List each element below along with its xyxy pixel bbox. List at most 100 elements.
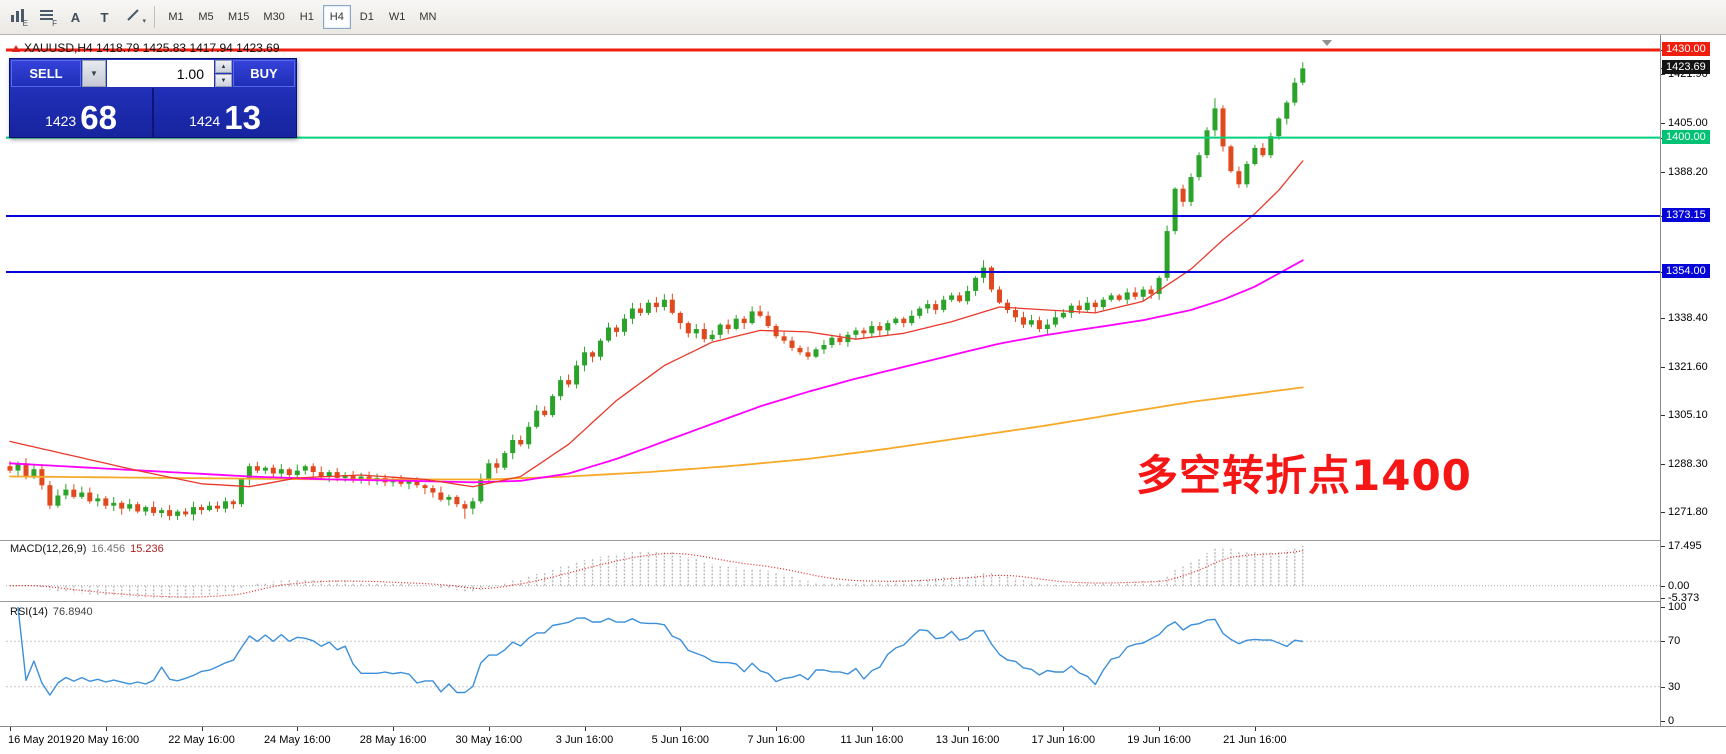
candle-body (446, 496, 452, 500)
buy-button[interactable]: BUY (233, 60, 295, 87)
text-box-tool-button[interactable]: T (91, 4, 118, 30)
candle-body (861, 330, 867, 334)
candle-body (598, 340, 603, 357)
candle-body (606, 327, 611, 341)
candle-body (143, 507, 149, 512)
candle-body (821, 345, 827, 350)
rsi-axis-label: 0 (1668, 715, 1675, 727)
quotes-grid-button[interactable]: F (33, 4, 60, 30)
axis-tick-mark (1661, 172, 1665, 174)
candle-body (462, 504, 468, 509)
macd-axis-label: -5.373 (1668, 592, 1700, 604)
chart-canvas[interactable] (0, 35, 1726, 754)
candle-body (223, 501, 228, 509)
timeframe-button-m1[interactable]: M1 (162, 5, 190, 29)
candle-body (278, 469, 284, 474)
candle-body (478, 479, 484, 502)
volume-increase-button[interactable]: ▲ (215, 60, 232, 73)
candle-body (590, 352, 595, 357)
volume-input[interactable]: 1.00 (107, 60, 214, 87)
time-axis-label: 30 May 16:00 (455, 734, 523, 746)
time-axis-tick (776, 727, 778, 731)
timeframe-button-m5[interactable]: M5 (192, 5, 220, 29)
candle-body (997, 289, 1002, 303)
candle-body (1156, 277, 1162, 294)
time-axis-label: 21 Jun 16:00 (1223, 734, 1287, 746)
buy-price-display: 1424 13 (154, 88, 296, 137)
candle-body (342, 475, 348, 478)
sell-button[interactable]: SELL (11, 60, 81, 87)
macd-signal-line (9, 550, 1303, 598)
candle-body (294, 470, 300, 475)
candle-body (23, 463, 29, 477)
text-label-tool-button[interactable]: A (62, 4, 89, 30)
price-tick-label: 1288.30 (1668, 457, 1708, 470)
rsi-axis-label: 30 (1668, 680, 1681, 693)
timeframe-button-m30[interactable]: M30 (257, 5, 290, 29)
sell-price-display: 1423 68 (10, 88, 152, 137)
chart-window-icon-sub-letter: E (22, 19, 28, 28)
candle-body (1196, 155, 1202, 178)
ma-line-slow (9, 386, 1304, 481)
candle-body (310, 466, 316, 472)
candle-body (135, 504, 141, 512)
candle-body (518, 440, 524, 445)
candle-body (87, 492, 93, 502)
macd-axis-label: 17.495 (1668, 540, 1702, 552)
candle-body (262, 467, 268, 471)
timeframe-button-w1[interactable]: W1 (383, 5, 412, 29)
candle-body (853, 330, 859, 335)
time-axis-label: 19 Jun 16:00 (1127, 734, 1191, 746)
volume-dropdown-button[interactable]: ▼ (82, 60, 106, 87)
timeframe-button-mn[interactable]: MN (413, 5, 442, 29)
ma-line-fast (9, 160, 1304, 488)
candle-body (159, 510, 165, 513)
candle-body (414, 480, 420, 486)
price-tick-label: 1321.60 (1668, 360, 1708, 373)
toolbar: E F A T ▾ M1 M5 M15 M30 H1 H4 D1 W1 MN (0, 0, 1726, 35)
candle-body (71, 489, 77, 497)
candle-body (685, 323, 691, 334)
candle-body (558, 380, 564, 397)
candle-body (869, 326, 875, 334)
chart-window-button[interactable]: E (4, 4, 31, 30)
trendline-tool-button[interactable]: ▾ (120, 4, 147, 30)
candle-body (438, 492, 444, 500)
candle-body (175, 511, 181, 516)
pane-separator[interactable] (0, 601, 1726, 602)
pane-separator[interactable] (0, 540, 1726, 541)
time-axis-tick (1159, 727, 1161, 731)
price-axis[interactable]: 1421.901405.001388.201338.401321.601305.… (1661, 35, 1726, 727)
candle-body (781, 336, 787, 341)
timeframe-button-d1[interactable]: D1 (353, 5, 381, 29)
candle-body (877, 326, 883, 331)
current-price-label: 1423.69 (1662, 60, 1710, 75)
timeframe-button-h1[interactable]: H1 (293, 5, 321, 29)
resistance-line-label: 1430.00 (1662, 42, 1710, 56)
candle-body (1100, 299, 1106, 307)
candle-body (741, 318, 747, 324)
candle-body (207, 505, 212, 511)
buy-price-small-digits: 1424 (189, 113, 221, 129)
time-axis[interactable]: 16 May 2019 20 May 16:00 22 May 16:00 24 Ma… (0, 726, 1726, 754)
timeframe-button-m15[interactable]: M15 (222, 5, 255, 29)
quotes-grid-icon-sub-letter: F (52, 19, 57, 28)
candle-body (1140, 289, 1146, 297)
volume-decrease-button[interactable]: ▼ (215, 74, 232, 87)
time-axis-label: 17 Jun 16:00 (1031, 734, 1096, 746)
price-tick-label: 1388.20 (1668, 166, 1708, 179)
time-axis-label: 22 May 16:00 (168, 734, 235, 746)
candle-body (534, 410, 540, 427)
candle-body (1148, 289, 1154, 294)
toolbar-icon-group: E F A T ▾ (4, 4, 147, 30)
candle-body (693, 329, 699, 334)
candle-body (183, 511, 189, 515)
one-click-trading-prices: 1423 68 1424 13 (10, 88, 296, 137)
candle-body (629, 308, 635, 319)
candle-body (965, 291, 971, 302)
pivot-line-label: 1400.00 (1662, 129, 1710, 144)
candle-body (661, 299, 667, 307)
price-tick-label: 1338.40 (1668, 311, 1708, 324)
candle-body (701, 329, 707, 340)
timeframe-button-h4[interactable]: H4 (322, 5, 351, 29)
